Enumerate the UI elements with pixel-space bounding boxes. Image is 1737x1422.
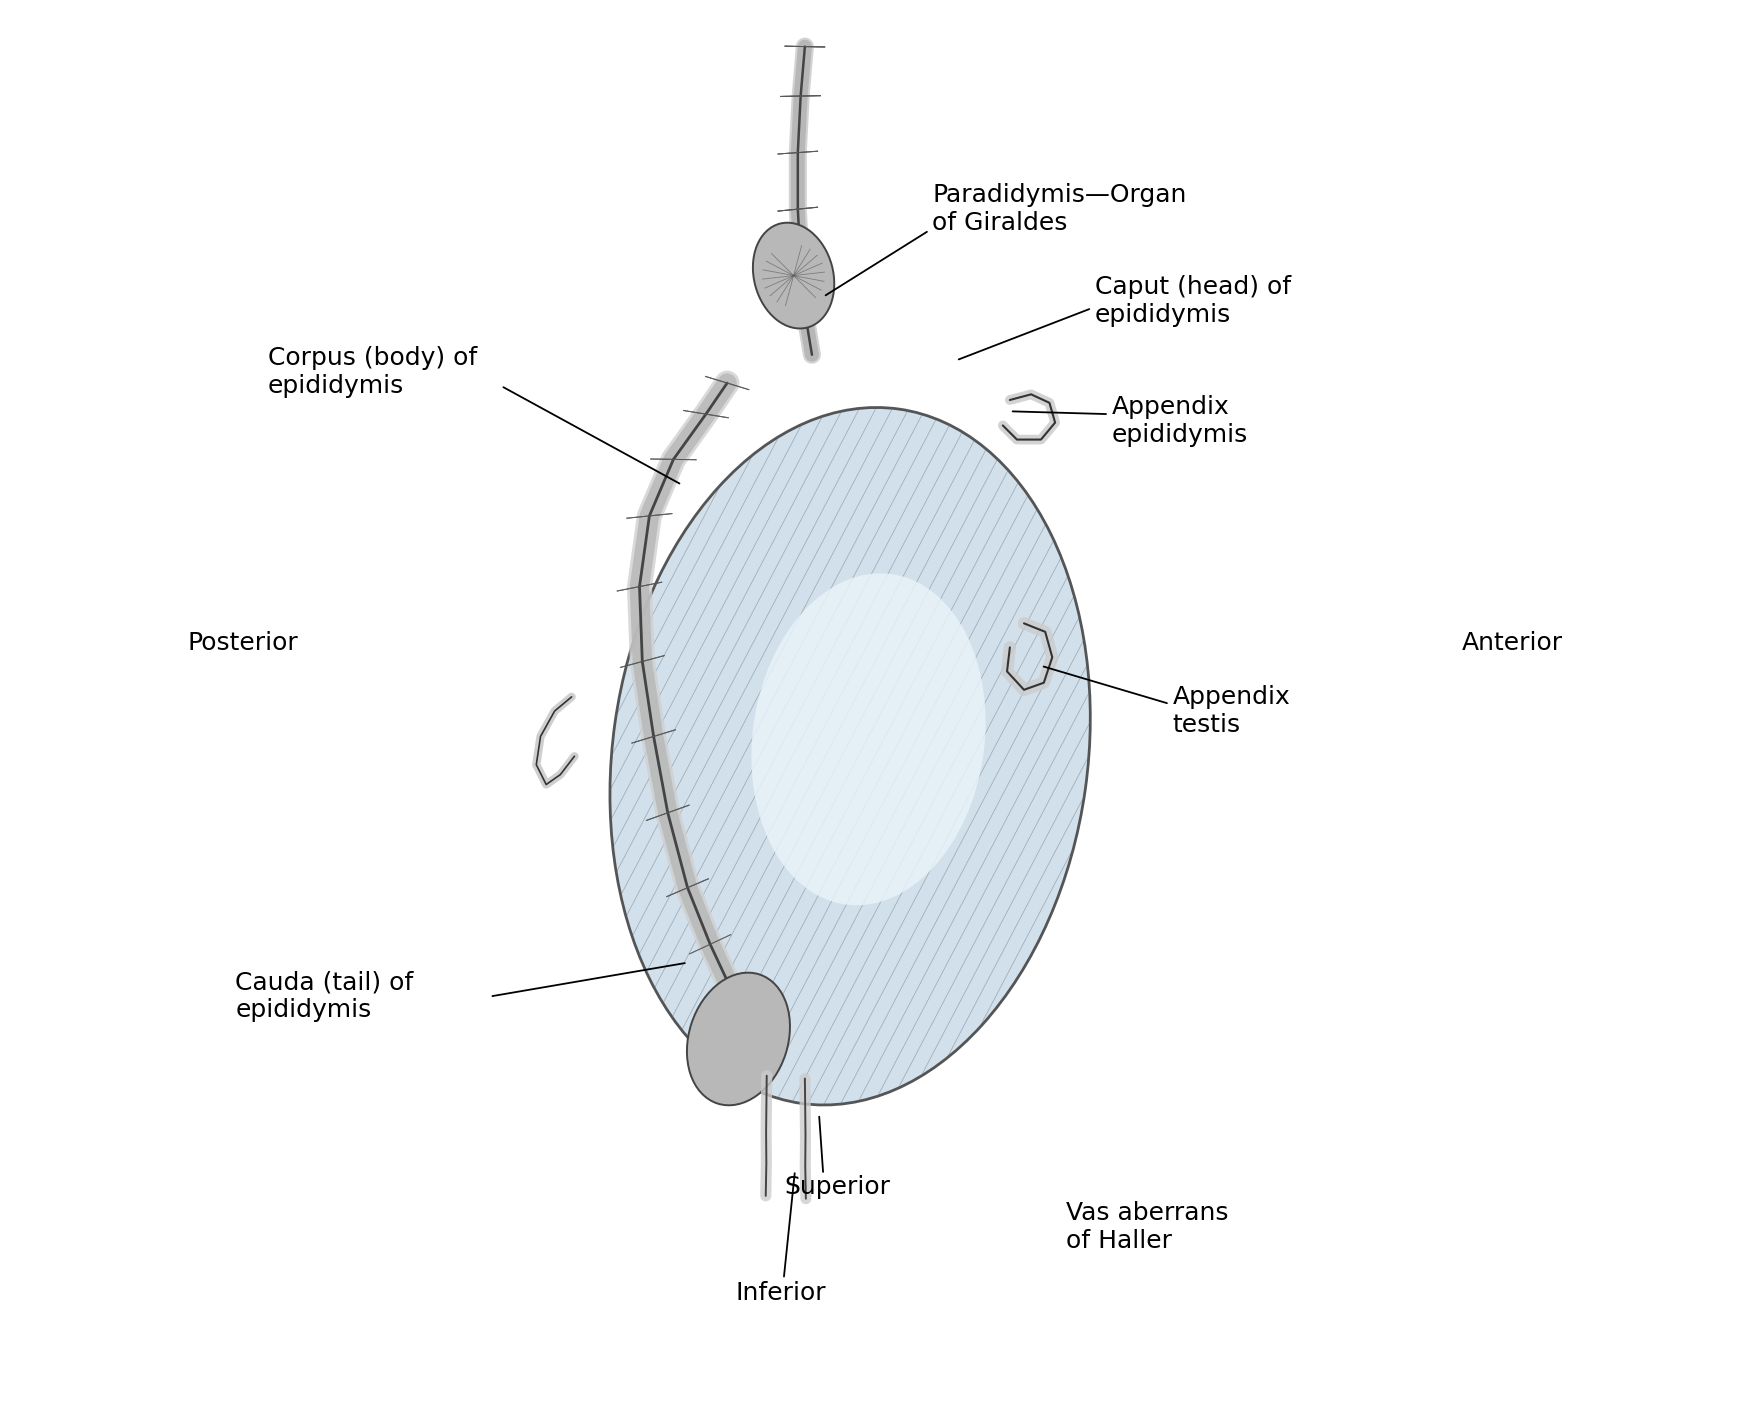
Ellipse shape — [752, 223, 834, 328]
Text: Superior: Superior — [785, 1176, 891, 1199]
Ellipse shape — [752, 573, 985, 906]
Ellipse shape — [686, 973, 790, 1105]
Text: Posterior: Posterior — [188, 631, 297, 656]
Text: Anterior: Anterior — [1463, 631, 1563, 656]
Text: Paradidymis—Organ
of Giraldes: Paradidymis—Organ of Giraldes — [933, 183, 1186, 235]
Text: Appendix
epididymis: Appendix epididymis — [1112, 395, 1247, 447]
Ellipse shape — [610, 408, 1091, 1105]
Text: Cauda (tail) of
epididymis: Cauda (tail) of epididymis — [234, 971, 413, 1022]
Text: Appendix
testis: Appendix testis — [1172, 685, 1291, 737]
Text: Corpus (body) of
epididymis: Corpus (body) of epididymis — [267, 346, 478, 398]
Text: Vas aberrans
of Haller: Vas aberrans of Haller — [1067, 1202, 1228, 1253]
Text: Caput (head) of
epididymis: Caput (head) of epididymis — [1094, 274, 1291, 327]
Text: Inferior: Inferior — [735, 1281, 827, 1305]
